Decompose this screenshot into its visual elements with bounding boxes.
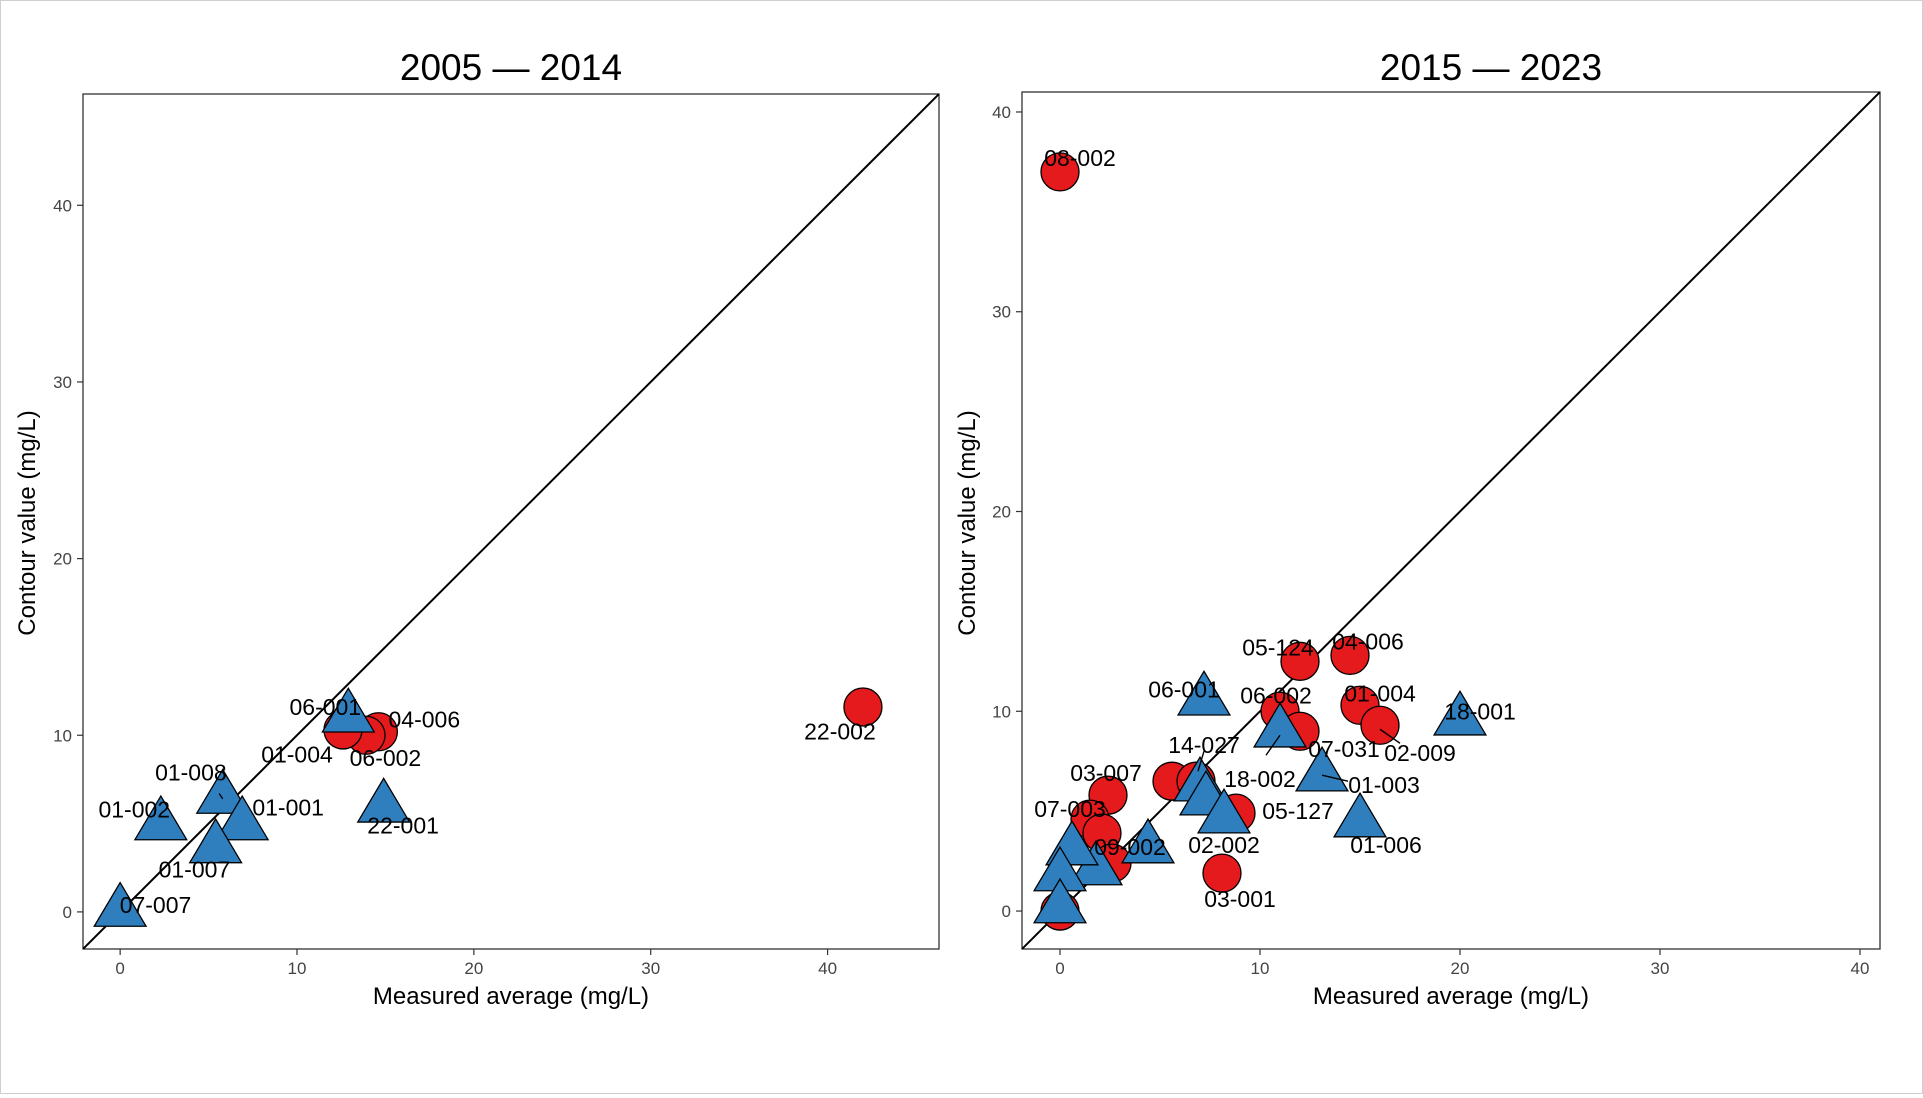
left-point-label: 01-004	[261, 742, 333, 768]
left-ylabel: Contour value (mg/L)	[14, 410, 41, 635]
right-xtick-label: 10	[1251, 959, 1270, 978]
right-point-circle	[1330, 635, 1370, 675]
right-leader-line	[1379, 728, 1401, 744]
right-xlabel: Measured average (mg/L)	[1313, 983, 1589, 1010]
right-point-label: 02-009	[1384, 740, 1456, 766]
left-ytick-label: 0	[63, 903, 72, 922]
left-plot-area: 0 10 20 30 40 0 10 20 30 40 22-002 04-006 06-002 01-0…	[53, 93, 940, 978]
right-point-triangle	[1332, 791, 1388, 838]
left-point-label: 01-001	[252, 795, 324, 821]
right-point-triangle	[1196, 787, 1252, 834]
left-clipped-layer	[83, 94, 939, 949]
left-point-triangle	[188, 817, 243, 864]
left-point-circle	[843, 687, 883, 727]
right-xtick-label: 30	[1651, 959, 1670, 978]
right-leader-line	[1265, 734, 1281, 756]
right-point-circle	[1280, 641, 1320, 681]
right-ytick-label: 0	[1002, 902, 1011, 921]
left-xtick-label: 30	[641, 959, 660, 978]
panel-left: 2005 — 2014 0 10 20 30 40 0 10 20 30 40 22-002 04-0…	[14, 47, 940, 1010]
right-ylabel: Contour value (mg/L)	[954, 410, 981, 635]
right-point-triangle	[1252, 701, 1308, 748]
left-title: 2005 — 2014	[400, 47, 622, 88]
left-point-label: 06-001	[289, 694, 361, 720]
left-reference-line	[83, 94, 939, 949]
left-point-triangle	[133, 794, 188, 841]
right-point-label: 05-124	[1242, 634, 1314, 660]
right-ytick-label: 20	[992, 503, 1011, 522]
right-reference-line	[1022, 92, 1880, 949]
right-point-label: 06-002	[1240, 682, 1312, 708]
left-point-triangle	[356, 777, 411, 823]
right-leader-line	[1197, 751, 1205, 772]
left-xtick-label: 20	[464, 959, 483, 978]
right-plot-area: 0 10 20 30 40 0 10 20 30 40 08-002 05-124 04-006 01-0…	[992, 91, 1881, 978]
right-ytick-label: 30	[992, 303, 1011, 322]
right-point-triangle	[1294, 745, 1350, 792]
left-ytick-label: 30	[53, 373, 72, 392]
left-point-label: 22-001	[367, 812, 439, 838]
left-point-triangle	[215, 794, 270, 841]
right-point-circle	[1360, 705, 1400, 745]
left-point-label: 04-006	[389, 706, 461, 732]
right-point-label: 03-007	[1070, 760, 1142, 786]
right-point-label: 05-127	[1262, 798, 1334, 824]
left-point-label: 07-007	[120, 892, 192, 918]
right-point-circle	[1040, 152, 1080, 192]
left-xtick-label: 0	[115, 959, 124, 978]
left-point-label: 06-002	[350, 745, 422, 771]
left-point-triangle	[195, 768, 250, 814]
right-point-triangle	[1032, 877, 1088, 924]
right-point-label: 14-027	[1168, 732, 1240, 758]
right-xtick-label: 0	[1055, 959, 1064, 978]
right-xtick-label: 20	[1451, 959, 1470, 978]
right-xtick-label: 40	[1851, 959, 1870, 978]
left-ytick-label: 20	[53, 550, 72, 569]
right-ytick-label: 10	[992, 702, 1011, 721]
left-ytick-label: 10	[53, 726, 72, 745]
right-point-triangle	[1432, 689, 1488, 736]
right-point-label: 02-002	[1188, 832, 1260, 858]
left-point-label: 01-002	[98, 796, 170, 822]
right-point-label: 18-002	[1224, 766, 1296, 792]
right-point-label: 18-001	[1444, 698, 1516, 724]
right-point-label: 01-004	[1344, 680, 1416, 706]
right-point-label: 04-006	[1332, 628, 1404, 654]
left-xtick-label: 40	[818, 959, 837, 978]
right-point-label: 09-002	[1094, 834, 1166, 860]
right-point-label: 07-031	[1308, 736, 1380, 762]
left-point-triangle	[321, 687, 376, 733]
left-panel-border	[82, 93, 940, 950]
right-ytick-label: 40	[992, 103, 1011, 122]
right-title: 2015 — 2023	[1380, 47, 1602, 88]
right-point-triangle	[1176, 670, 1232, 716]
right-point-circle	[1202, 853, 1242, 893]
left-leader-line	[218, 793, 224, 800]
right-point-label: 03-001	[1204, 886, 1276, 912]
right-point-triangle	[1120, 817, 1176, 864]
left-point-label: 01-007	[159, 857, 231, 883]
right-panel-border	[1021, 91, 1881, 950]
right-point-label: 08-002	[1044, 145, 1116, 171]
left-point-label: 22-002	[804, 719, 876, 745]
right-point-label: 01-003	[1348, 772, 1420, 798]
right-clipped-layer	[1022, 92, 1880, 949]
left-xtick-label: 10	[288, 959, 307, 978]
right-point-label: 06-001	[1148, 676, 1220, 702]
panel-right: 2015 — 2023 0 10 20 30 40 0 10 20 30 40 08-002 05-1…	[954, 47, 1881, 1010]
left-point-triangle	[93, 881, 148, 927]
right-point-label: 07-003	[1034, 796, 1106, 822]
right-leader-line	[1321, 774, 1349, 782]
left-ytick-label: 40	[53, 196, 72, 215]
right-point-label: 01-006	[1350, 832, 1422, 858]
left-xlabel: Measured average (mg/L)	[373, 983, 649, 1010]
left-point-label: 01-008	[155, 759, 227, 785]
